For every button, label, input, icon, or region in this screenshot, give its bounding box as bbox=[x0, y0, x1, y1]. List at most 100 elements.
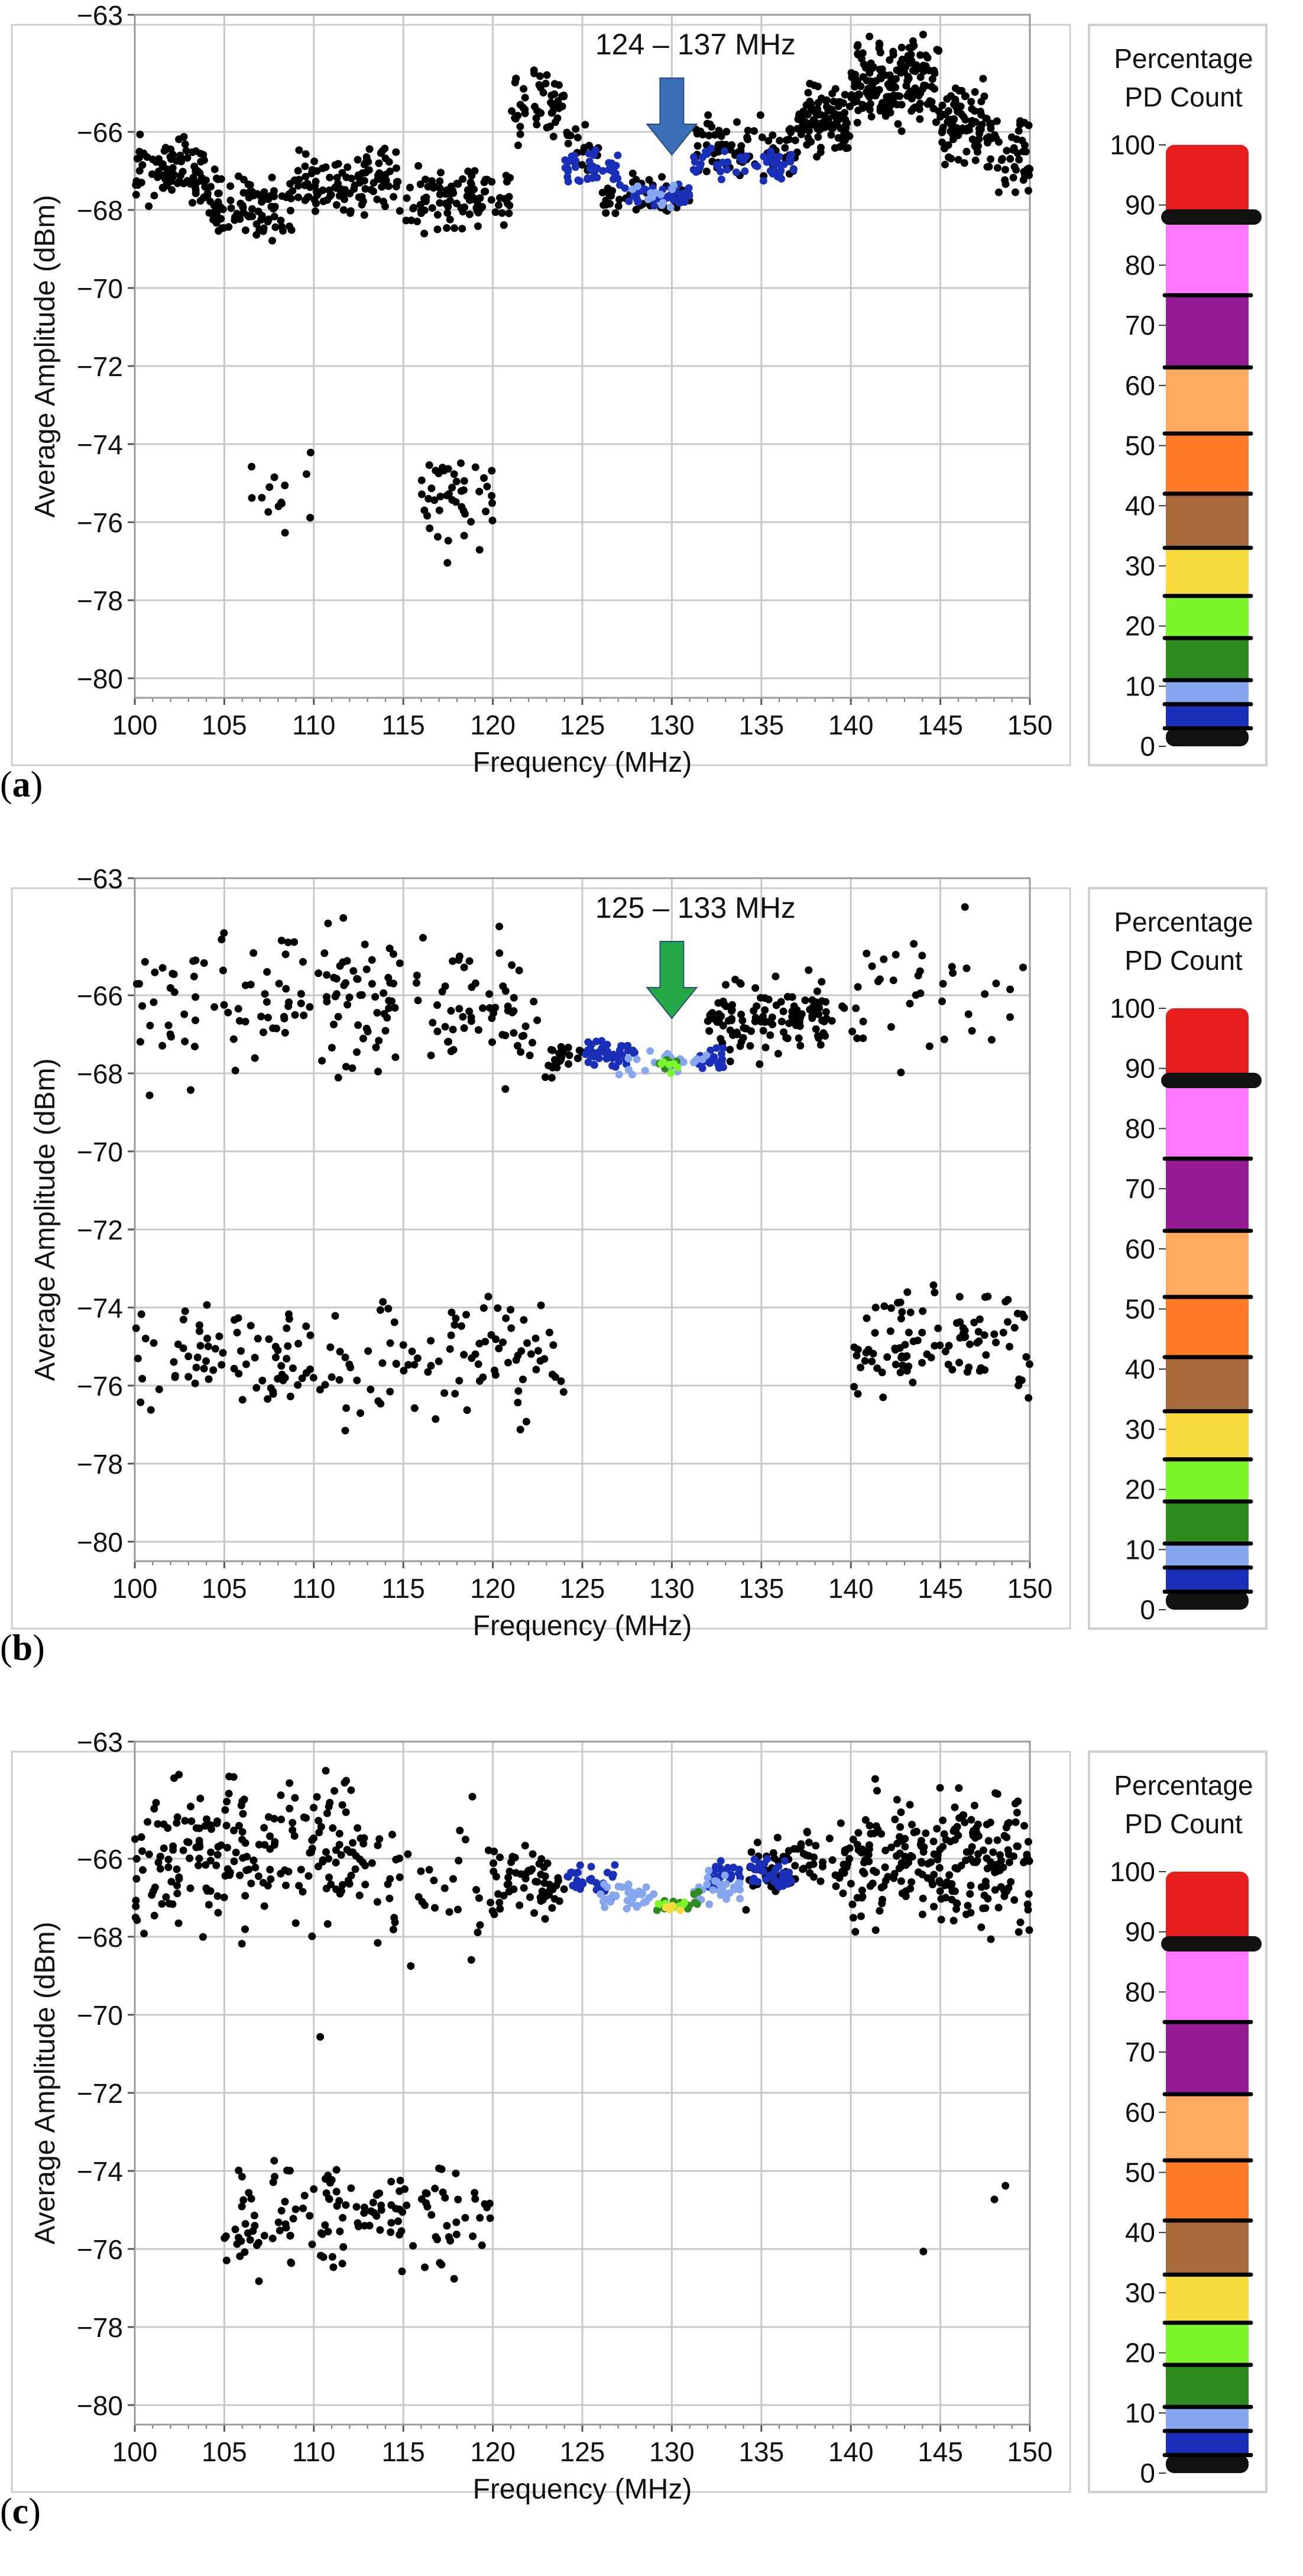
data-point bbox=[459, 486, 468, 494]
color-scale-segment bbox=[1166, 2455, 1249, 2473]
data-point bbox=[805, 1861, 813, 1869]
data-point bbox=[735, 1879, 744, 1888]
color-scale-segment bbox=[1166, 596, 1249, 638]
data-point bbox=[565, 1051, 573, 1059]
data-point bbox=[226, 182, 235, 190]
data-point bbox=[384, 1305, 393, 1313]
data-point bbox=[621, 184, 629, 192]
data-point bbox=[713, 1018, 721, 1026]
data-point bbox=[323, 971, 331, 979]
data-point bbox=[624, 1066, 633, 1074]
panel-label-a: (a) bbox=[0, 765, 43, 805]
data-point bbox=[563, 163, 571, 171]
data-point bbox=[877, 1884, 886, 1892]
data-point bbox=[435, 2164, 443, 2173]
y-tick-label: −72 bbox=[77, 1215, 123, 1245]
data-point bbox=[720, 1001, 728, 1009]
data-point bbox=[504, 1002, 512, 1011]
data-point bbox=[396, 1855, 403, 1862]
data-point bbox=[286, 180, 294, 188]
data-point bbox=[367, 2207, 375, 2215]
data-point bbox=[312, 207, 319, 215]
data-point bbox=[414, 162, 423, 170]
data-point bbox=[443, 209, 452, 217]
data-point bbox=[390, 1914, 398, 1922]
data-point bbox=[780, 1028, 788, 1036]
data-point bbox=[203, 192, 212, 200]
data-point bbox=[961, 1818, 969, 1827]
data-point bbox=[576, 177, 584, 185]
data-point bbox=[432, 2233, 440, 2241]
data-point bbox=[392, 1360, 400, 1368]
data-point bbox=[488, 516, 497, 525]
data-point bbox=[1006, 155, 1014, 163]
data-point bbox=[442, 190, 450, 198]
data-point bbox=[944, 118, 952, 126]
data-point bbox=[937, 1915, 945, 1924]
data-point bbox=[965, 1340, 974, 1348]
data-point bbox=[897, 1315, 905, 1323]
data-point bbox=[319, 198, 328, 205]
data-point bbox=[278, 222, 286, 231]
data-point bbox=[503, 177, 511, 186]
data-point bbox=[385, 1894, 394, 1902]
scale-tick-label: 60 bbox=[1125, 2097, 1155, 2128]
data-point bbox=[187, 1086, 195, 1094]
data-point bbox=[345, 1880, 354, 1888]
data-point bbox=[1025, 1394, 1033, 1402]
data-point bbox=[512, 75, 520, 83]
data-point bbox=[410, 203, 418, 212]
data-point bbox=[195, 1321, 203, 1329]
data-point bbox=[436, 199, 444, 207]
data-point bbox=[417, 476, 426, 484]
data-point bbox=[374, 175, 382, 183]
data-point bbox=[481, 1338, 490, 1346]
data-point bbox=[425, 461, 433, 469]
data-point bbox=[977, 1883, 986, 1891]
data-point bbox=[955, 1784, 963, 1792]
data-point bbox=[797, 1843, 805, 1851]
data-point bbox=[680, 196, 689, 204]
data-point bbox=[486, 1004, 494, 1012]
data-point bbox=[500, 221, 508, 229]
data-point bbox=[270, 473, 278, 481]
data-point bbox=[627, 1899, 636, 1907]
data-point bbox=[799, 1850, 808, 1858]
data-point bbox=[495, 923, 504, 931]
data-point bbox=[237, 1347, 245, 1355]
data-point bbox=[858, 1886, 866, 1895]
data-point bbox=[355, 1891, 364, 1899]
data-point bbox=[448, 1308, 456, 1316]
data-point bbox=[558, 102, 566, 111]
data-point bbox=[436, 493, 445, 501]
data-point bbox=[927, 1876, 935, 1884]
data-point bbox=[238, 2202, 246, 2211]
data-point bbox=[614, 202, 623, 210]
data-point bbox=[217, 175, 225, 183]
data-point bbox=[766, 1031, 774, 1039]
data-point bbox=[196, 150, 205, 158]
data-point bbox=[531, 102, 539, 111]
data-point bbox=[815, 1010, 823, 1018]
data-point bbox=[705, 1027, 714, 1035]
data-point bbox=[781, 144, 789, 152]
data-point bbox=[575, 1046, 584, 1054]
data-point bbox=[628, 169, 637, 177]
data-point bbox=[776, 137, 784, 145]
data-point bbox=[230, 1826, 238, 1834]
data-point bbox=[1020, 1313, 1028, 1321]
data-point bbox=[918, 952, 926, 960]
data-point bbox=[526, 1893, 534, 1901]
data-point bbox=[481, 2200, 489, 2208]
data-point bbox=[838, 1868, 847, 1875]
data-point bbox=[297, 999, 305, 1008]
data-point bbox=[302, 1322, 310, 1331]
data-point bbox=[231, 213, 239, 221]
data-point bbox=[696, 163, 704, 171]
data-point bbox=[845, 1855, 854, 1863]
data-point bbox=[308, 1932, 316, 1940]
data-point bbox=[508, 107, 516, 115]
data-point bbox=[394, 2217, 402, 2225]
data-point bbox=[644, 195, 652, 203]
data-point bbox=[908, 1853, 916, 1861]
